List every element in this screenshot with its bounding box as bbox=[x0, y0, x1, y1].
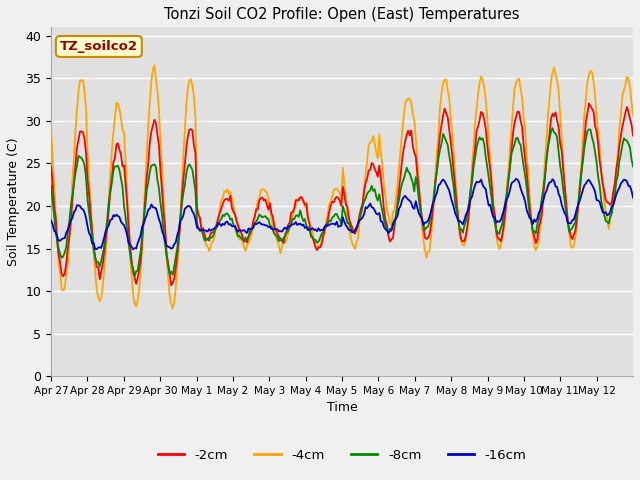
Legend: -2cm, -4cm, -8cm, -16cm: -2cm, -4cm, -8cm, -16cm bbox=[152, 444, 532, 467]
Y-axis label: Soil Temperature (C): Soil Temperature (C) bbox=[7, 137, 20, 266]
Text: TZ_soilco2: TZ_soilco2 bbox=[60, 40, 138, 53]
Title: Tonzi Soil CO2 Profile: Open (East) Temperatures: Tonzi Soil CO2 Profile: Open (East) Temp… bbox=[164, 7, 520, 22]
X-axis label: Time: Time bbox=[326, 401, 358, 414]
